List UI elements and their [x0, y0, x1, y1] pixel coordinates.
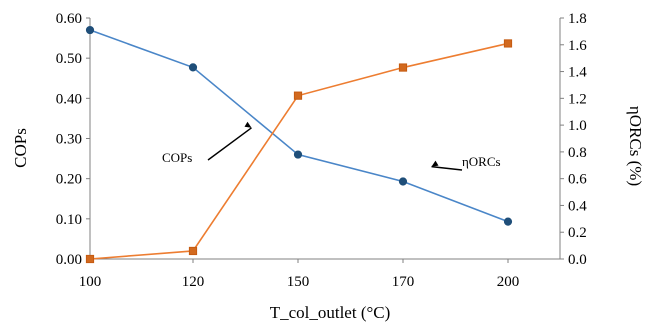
- data-point-cops: [188, 63, 198, 72]
- data-point-cops: [85, 25, 95, 35]
- annotation-eta-orcs-arrowhead: [431, 160, 439, 167]
- x-axis-title: T_col_outlet (°C): [270, 303, 391, 322]
- data-point-cops: [398, 177, 408, 186]
- y-left-tick-label: 0.50: [56, 51, 82, 67]
- y-right-tick-label: 0.2: [568, 225, 587, 241]
- data-point-eta-orcs: [188, 246, 198, 256]
- data-point-eta-orcs: [85, 254, 95, 264]
- y-left-tick-label: 0.20: [56, 172, 82, 188]
- y-right-tick-label: 0.6: [568, 172, 587, 188]
- y-right-tick-label: 0.8: [568, 145, 587, 161]
- data-point-cops: [503, 217, 513, 226]
- y-right-tick-label: 0.0: [568, 252, 587, 268]
- x-tick-label: 200: [497, 274, 520, 290]
- series-layer: [85, 25, 513, 264]
- data-point-eta-orcs: [503, 39, 513, 48]
- y-left-tick-label: 0.30: [56, 132, 82, 148]
- y-left-tick-label: 0.00: [56, 252, 82, 268]
- data-point-eta-orcs: [293, 91, 303, 100]
- y-right-axis-title: ηORCs (%): [626, 106, 645, 186]
- x-tick-label: 100: [79, 274, 102, 290]
- x-tick-label: 120: [182, 274, 205, 290]
- annotation-cops-label: COPs: [162, 150, 192, 165]
- data-point-eta-orcs: [398, 63, 408, 72]
- annotation-eta-orcs-leader: [431, 165, 463, 171]
- annotation-layer: COPs ηORCs: [162, 121, 501, 171]
- annotation-eta-orcs-label: ηORCs: [462, 154, 501, 169]
- axes: [89, 18, 561, 260]
- series-line-cops: [89, 29, 509, 223]
- annotation-cops-leader: [207, 127, 252, 161]
- y-right-tick-label: 0.4: [568, 198, 587, 214]
- y-right-tick-label: 1.8: [568, 11, 587, 27]
- annotation-cops-arrowhead: [244, 121, 252, 128]
- y-right-tick-label: 1.2: [568, 91, 587, 107]
- y-right-tick-label: 1.0: [568, 118, 587, 134]
- y-left-axis-title: COPs: [11, 128, 30, 168]
- x-tick-label: 150: [287, 274, 310, 290]
- y-left-tick-label: 0.40: [56, 91, 82, 107]
- x-tick-label: 170: [392, 274, 415, 290]
- data-point-cops: [293, 150, 303, 159]
- y-right-tick-label: 1.4: [568, 65, 587, 81]
- y-left-tick-label: 0.60: [56, 11, 82, 27]
- ticks: 0.00 0.10 0.20 0.30 0.40 0.50 0.60 0.0 0.2 0.4 0.6…: [56, 11, 588, 290]
- y-left-tick-label: 0.10: [56, 212, 82, 228]
- y-right-tick-label: 1.6: [568, 38, 587, 54]
